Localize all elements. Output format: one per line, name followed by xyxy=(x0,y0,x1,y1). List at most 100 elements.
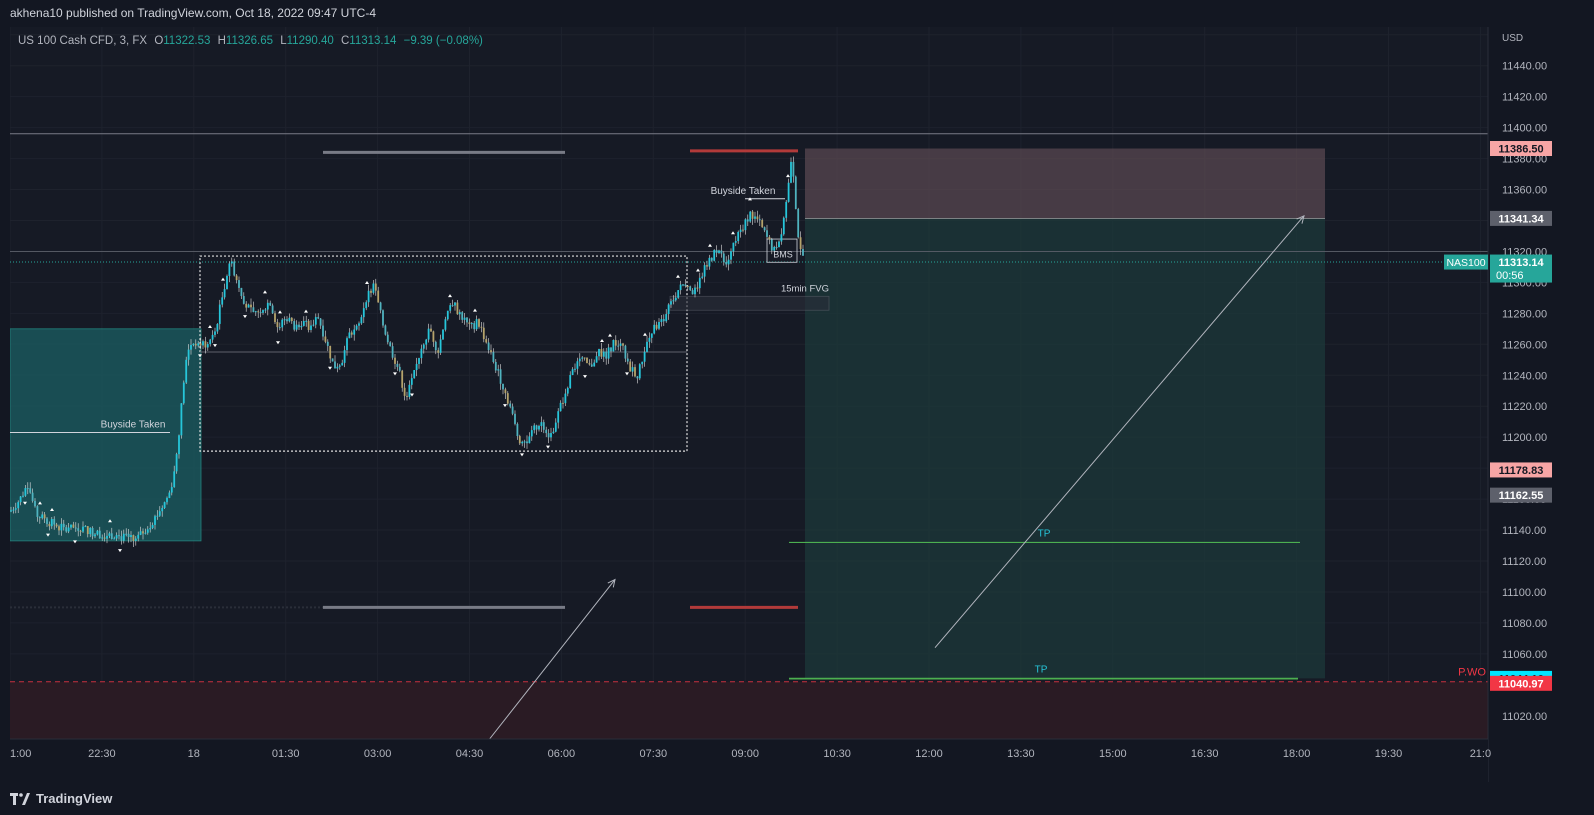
candle-body xyxy=(662,319,665,322)
candle-body xyxy=(490,350,492,353)
candle-body xyxy=(797,209,800,238)
candle-body xyxy=(480,326,483,328)
header-bar: akhena10 published on TradingView.com, O… xyxy=(0,0,1594,26)
candle-body xyxy=(331,358,334,362)
candle-body xyxy=(278,327,281,329)
range-box xyxy=(199,255,688,452)
candles xyxy=(10,156,804,547)
candle-body xyxy=(10,510,12,512)
candle-body xyxy=(547,433,550,438)
legend-low-label: L xyxy=(280,35,287,47)
candle-body xyxy=(307,320,310,330)
candle-body xyxy=(290,317,293,322)
candle-body xyxy=(557,411,560,423)
price-tick-label: 11020.00 xyxy=(1502,711,1547,723)
candle-body xyxy=(269,302,272,306)
tradingview-logo[interactable]: TradingView xyxy=(10,791,112,806)
candle-body xyxy=(523,441,526,443)
candle-body xyxy=(149,528,152,530)
chart-area[interactable]: TP TP Buyside Taken Buyside Taken BMS 15min F… xyxy=(9,27,1584,782)
swing-high-marker xyxy=(38,501,42,505)
candle-body xyxy=(631,367,634,372)
candle-body xyxy=(530,430,533,437)
candle-body xyxy=(430,328,432,332)
candle-body xyxy=(617,345,620,347)
candle-body xyxy=(576,361,579,369)
swing-high-marker xyxy=(221,277,225,281)
candle-body xyxy=(434,341,437,351)
candle-body xyxy=(502,383,504,390)
candle-body xyxy=(574,368,576,370)
candle-body xyxy=(396,363,399,367)
candle-body xyxy=(782,217,785,235)
price-chart[interactable]: TP TP Buyside Taken Buyside Taken BMS 15min F… xyxy=(9,27,1584,782)
candle-body xyxy=(482,327,485,340)
candle-body xyxy=(216,323,219,332)
swing-high-marker xyxy=(278,310,282,314)
candle-body xyxy=(439,339,442,353)
candle-body xyxy=(60,523,63,531)
swing-low-marker xyxy=(23,501,27,505)
candle-body xyxy=(91,527,94,537)
candle-body xyxy=(29,488,32,493)
candle-body xyxy=(14,508,17,510)
time-tick-label: 09:00 xyxy=(731,748,759,760)
tp-label-upper: TP xyxy=(1038,528,1051,539)
candle-body xyxy=(221,297,224,305)
swing-high-marker xyxy=(643,332,647,336)
candle-body xyxy=(583,357,586,359)
candle-body xyxy=(185,359,188,383)
candle-body xyxy=(173,471,176,488)
price-tick-label: 11220.00 xyxy=(1502,401,1547,413)
candle-body xyxy=(197,343,200,346)
legend-symbol: US 100 Cash CFD, 3, FX xyxy=(18,35,148,47)
candle-body xyxy=(398,366,401,371)
candle-body xyxy=(163,502,166,508)
time-tick-label: 12:00 xyxy=(915,748,943,760)
candle-body xyxy=(650,333,653,338)
price-tick-label: 11120.00 xyxy=(1502,556,1546,568)
swing-low-marker xyxy=(625,372,629,376)
price-label-box xyxy=(1490,675,1552,691)
candle-body xyxy=(326,341,329,346)
candle-body xyxy=(499,369,502,384)
swing-low-marker xyxy=(198,354,202,358)
swing-high-marker xyxy=(676,274,680,278)
candle-body xyxy=(108,533,111,536)
candle-body xyxy=(192,343,195,346)
candle-body xyxy=(187,349,190,360)
price-label-box xyxy=(1490,462,1552,478)
candle-body xyxy=(586,357,588,364)
price-tick-label: 11420.00 xyxy=(1502,92,1547,104)
candle-body xyxy=(156,515,159,517)
candle-body xyxy=(672,300,675,302)
swing-low-marker xyxy=(520,453,524,457)
candle-body xyxy=(182,382,185,404)
candle-body xyxy=(768,236,771,240)
candle-body xyxy=(792,161,795,177)
candle-body xyxy=(722,253,725,262)
candle-body xyxy=(703,265,706,277)
candle-body xyxy=(794,176,797,210)
time-tick-label: 04:30 xyxy=(456,748,484,760)
candle-body xyxy=(634,367,636,377)
candle-body xyxy=(389,342,392,347)
candle-body xyxy=(518,436,521,444)
symbol-tag-text: NAS100 xyxy=(1446,257,1485,269)
price-label-box xyxy=(1490,141,1552,157)
candle-body xyxy=(22,495,24,497)
candle-body xyxy=(250,304,252,308)
candle-body xyxy=(614,340,617,346)
candle-body xyxy=(17,502,20,509)
swing-markers xyxy=(23,174,790,553)
candle-body xyxy=(319,318,322,326)
candle-body xyxy=(247,304,250,308)
candle-body xyxy=(802,249,804,256)
candle-body xyxy=(70,524,72,528)
candle-body xyxy=(475,319,478,330)
candle-body xyxy=(526,441,528,444)
bms-label: BMS xyxy=(773,250,793,260)
candle-body xyxy=(53,519,56,525)
candle-body xyxy=(533,425,536,431)
candle-body xyxy=(468,322,471,324)
